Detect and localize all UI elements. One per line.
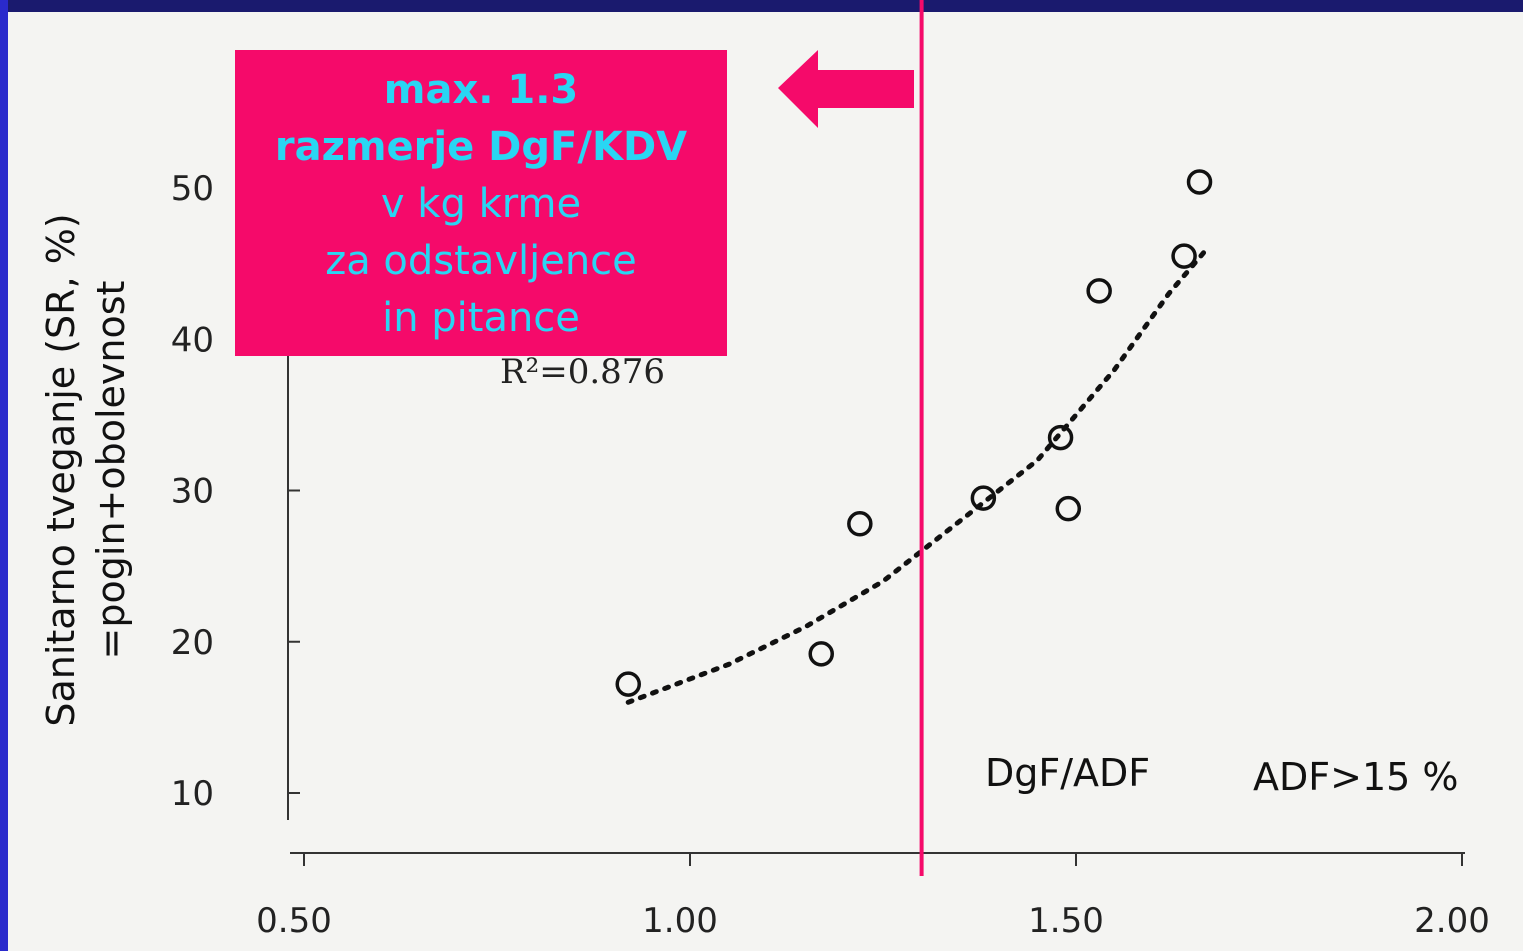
trend-line-path <box>625 246 1210 705</box>
data-point <box>970 485 997 511</box>
slide-left-border <box>0 0 8 951</box>
trend-line <box>625 246 1210 705</box>
callout-line-1: max. 1.3 <box>383 67 579 113</box>
x-tick-label: 1.00 <box>642 901 718 941</box>
y-axis-title: Sanitarno tveganje (SR, %) <box>39 213 83 726</box>
data-point <box>1086 278 1112 304</box>
axes: 10 20 30 40 50 0.50 1.00 1.50 2.00 <box>171 150 1490 941</box>
data-point <box>847 511 873 537</box>
callout-line-2: razmerje DgF/KDV <box>274 124 688 170</box>
y-tick-label: 50 <box>171 169 214 209</box>
y-tick-label: 40 <box>171 320 214 360</box>
x-tick-label: 1.50 <box>1028 901 1104 941</box>
r-squared-label: R²=0.876 <box>500 352 665 392</box>
x-axis-title: DgF/ADF <box>985 751 1150 795</box>
callout-box: max. 1.3 razmerje DgF/KDV v kg krme za o… <box>235 50 727 356</box>
y-axis-subtitle-group: =pogin+obolevnost <box>89 281 133 660</box>
y-axis-title-group: Sanitarno tveganje (SR, %) <box>39 213 83 726</box>
condition-label: ADF>15 % <box>1253 755 1459 799</box>
data-point <box>1171 243 1197 269</box>
callout-line-4: za odstavljence <box>325 238 637 284</box>
callout-line-5: in pitance <box>382 295 580 341</box>
y-tick-label: 10 <box>171 774 214 814</box>
y-axis-subtitle: =pogin+obolevnost <box>89 281 133 660</box>
data-point <box>808 641 834 667</box>
y-tick-label: 30 <box>171 472 214 512</box>
arrow-left-icon <box>778 50 914 128</box>
data-points <box>615 169 1213 697</box>
x-tick-label: 2.00 <box>1414 901 1490 941</box>
y-tick-label: 20 <box>171 623 214 663</box>
data-point <box>1047 424 1074 451</box>
callout-line-3: v kg krme <box>380 181 582 227</box>
data-point <box>1055 495 1082 522</box>
data-point <box>1186 169 1213 195</box>
data-point <box>615 671 641 697</box>
x-tick-label: 0.50 <box>256 901 332 941</box>
